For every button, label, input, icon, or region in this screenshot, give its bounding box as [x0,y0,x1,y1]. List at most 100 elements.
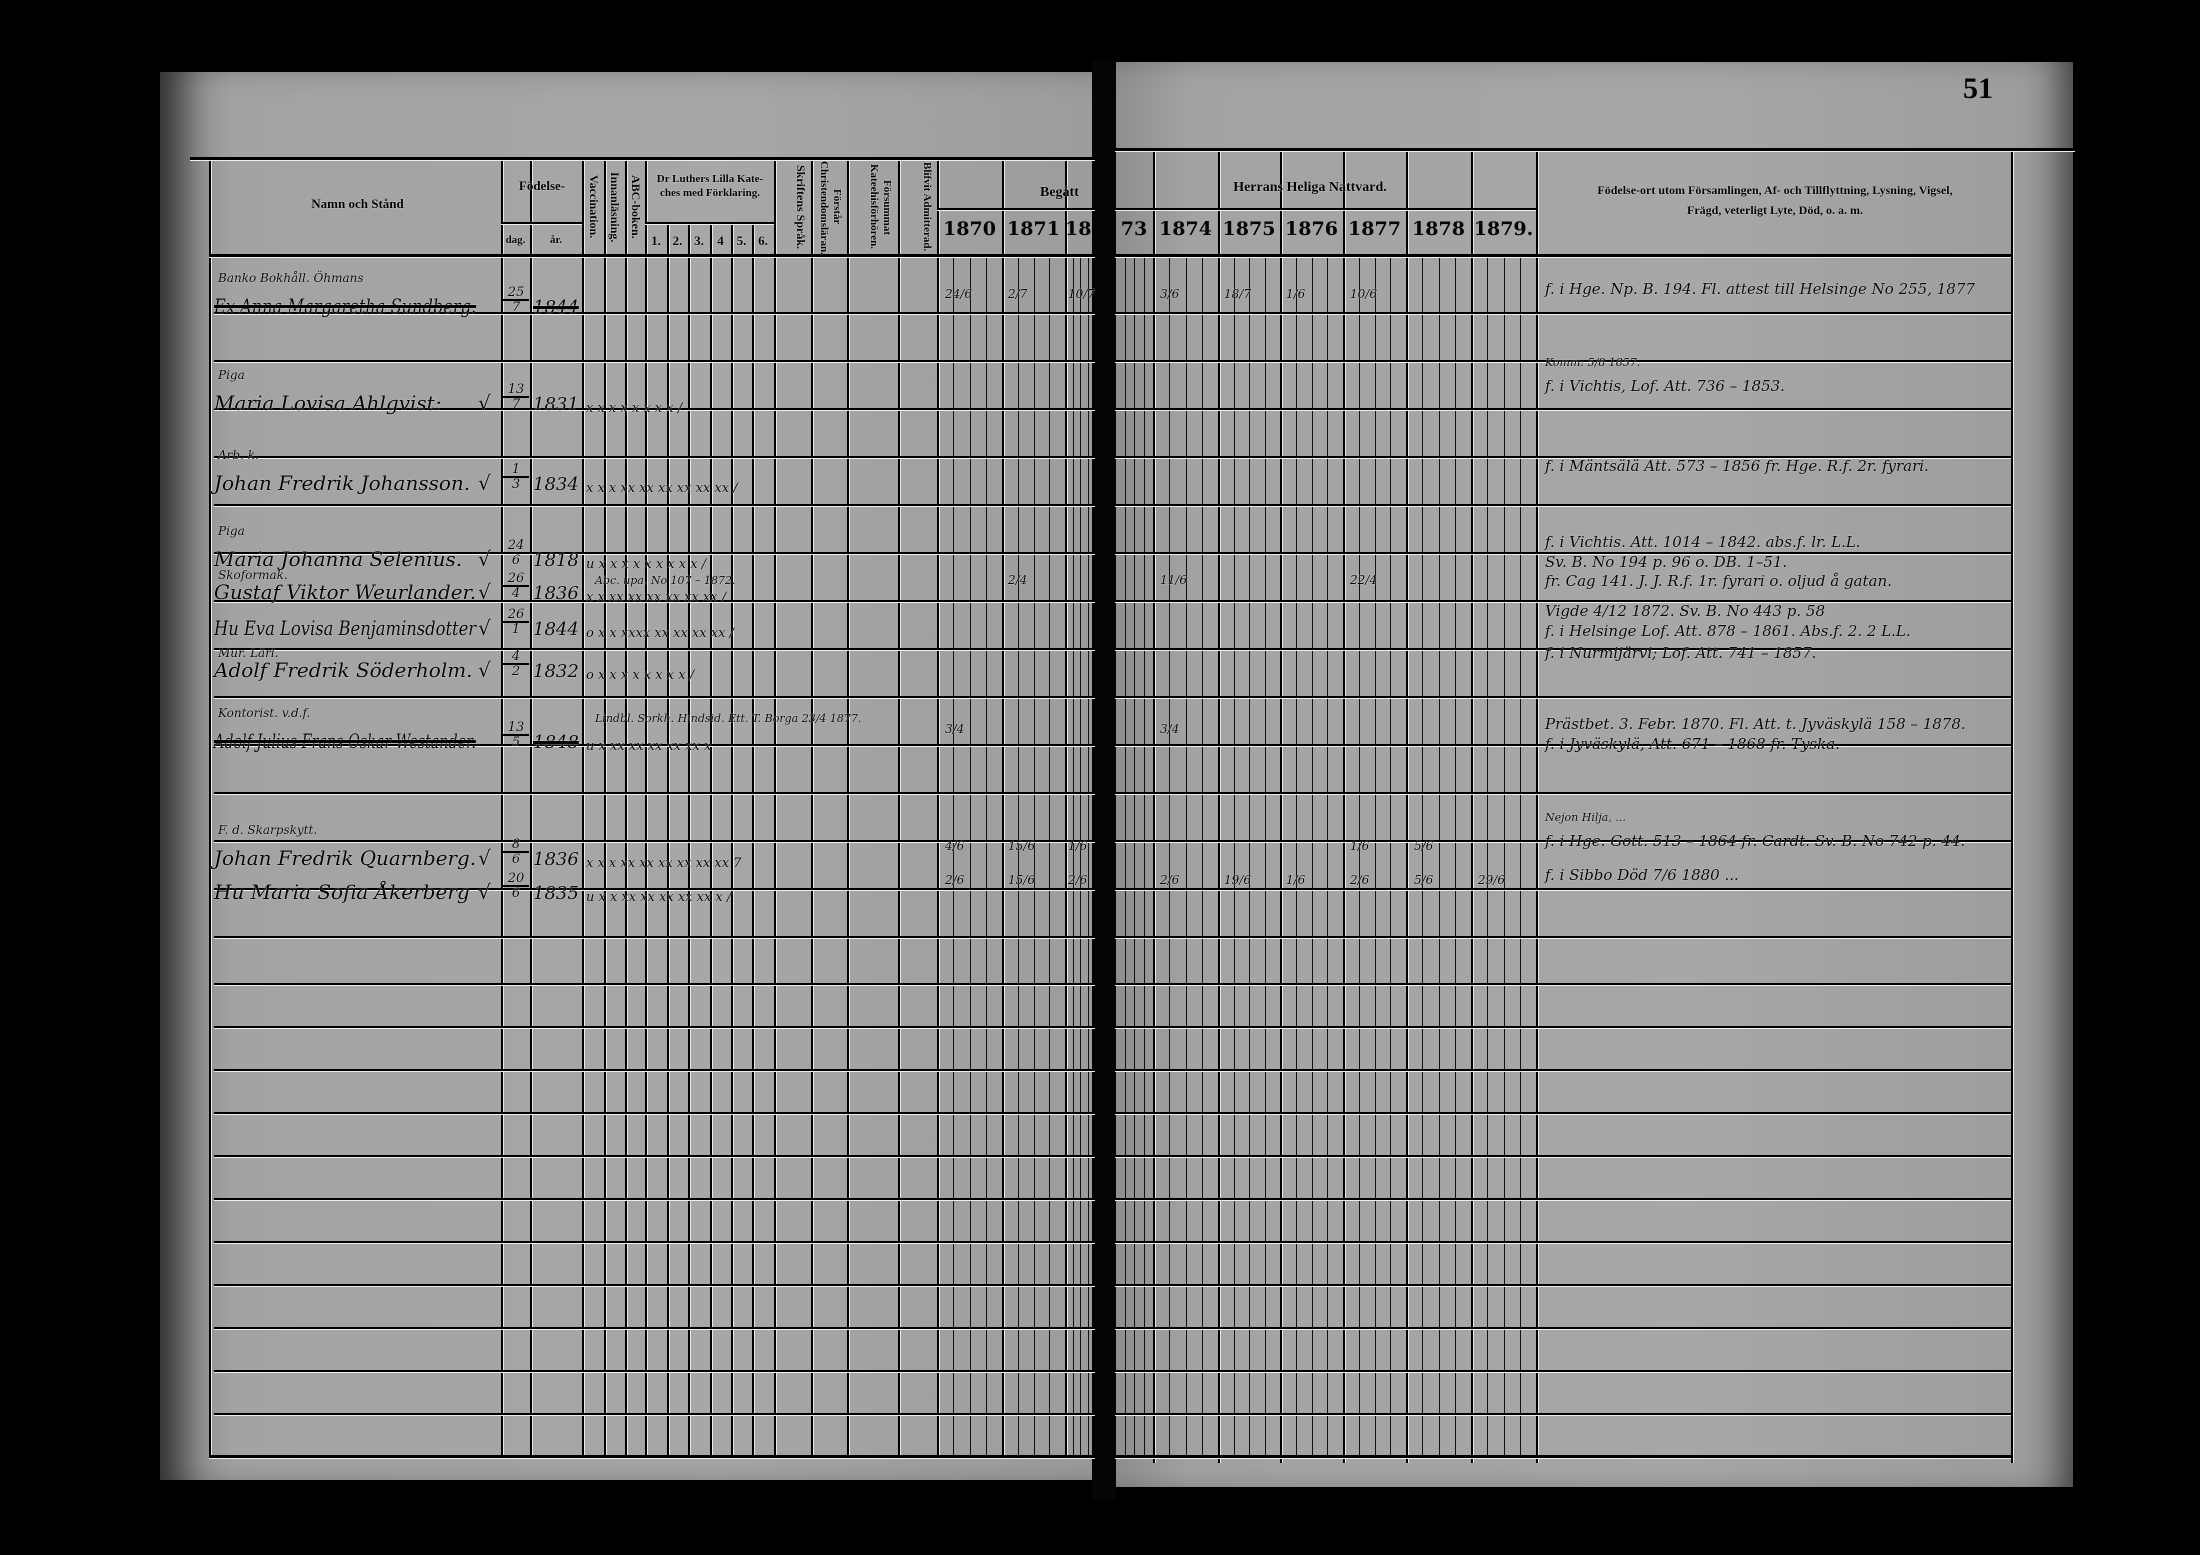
ruled-line [214,456,1095,458]
header-catechism: Dr Luthers Lilla Kate- ches med Förklari… [646,172,774,200]
ruled-line [214,840,1095,842]
year-header-rule [1115,208,1536,210]
year-subcolumn-rule [1049,254,1051,1455]
year-subcolumn-rule [1169,254,1171,1455]
year-subcolumn-rule [985,254,987,1455]
year-subcolumn-rule [1487,254,1489,1455]
year-subcolumn-rule [1143,254,1145,1455]
catechism-part-6: 6. [758,233,768,248]
year-header: 1877 [1348,218,1401,240]
ruled-line [214,1241,1095,1243]
book-gutter [1092,60,1116,1500]
year-header: 1874 [1159,218,1212,240]
year-subcolumn-rule [1374,254,1376,1455]
year-subcolumn-rule [1017,254,1019,1455]
communion-date: 2/6 [1350,873,1370,887]
column-rule [530,157,532,1455]
communion-date: 1/6 [1068,839,1088,853]
birth-day: 4 [503,650,529,665]
header-begatt: Begått [1040,185,1079,200]
remarks-text: f. i Vichtis. Att. 1014 – 1842. abs.f. l… [1545,533,1861,551]
communion-date: 1/6 [1286,873,1306,887]
year-subcolumn-rule [1311,254,1313,1455]
communion-date: 19/6 [1224,873,1251,887]
remarks-note: Nejon Hilja, ... [1545,811,1626,824]
birth-day-fraction: 13 5 [503,721,529,749]
year-subcolumn-rule [1295,254,1297,1455]
person-name: Adolf Fredrik Söderholm. [214,658,473,682]
year-subcolumn-rule [1185,254,1187,1455]
year-subcolumn-rule [1503,254,1505,1455]
birth-month: 7 [511,397,521,412]
birth-year: 1836 [533,849,579,870]
ruled-line [1115,983,2011,985]
catechism-part-5: 5. [736,233,747,248]
communion-date: 3/4 [945,722,965,736]
column-rule [1406,150,1408,1463]
left-page [160,72,1095,1480]
ruled-line [214,1198,1095,1200]
column-rule [1280,150,1282,1463]
communion-date: 5/6 [1414,873,1434,887]
person-name: Adolf Julius Frans Oskar Westander. [214,729,476,753]
column-rule [847,157,849,1455]
header-bottom-rule [209,254,1095,257]
person-name: Ex Anna Margaretha Sundberg. [214,294,477,318]
person-name: Johan Fredrik Johansson. [214,471,471,495]
ruled-line [214,1026,1095,1028]
birth-day-fraction: 24 6 [503,539,529,567]
birth-year: 1818 [533,550,579,571]
ruled-line [1115,888,2011,890]
person-name: Hu Eva Lovisa Benjaminsdotter [214,616,477,640]
column-rule [1065,157,1067,1455]
column-rule [898,157,900,1455]
ruled-line [214,504,1095,506]
remarks-text: f. i Helsinge Lof. Att. 878 – 1861. Abs.… [1545,622,1911,640]
person-name: Gustaf Viktor Weurlander. [214,580,477,604]
column-rule [1343,150,1345,1463]
birth-day-fraction: 26 1 [503,608,529,636]
communion-date: 10/6 [1350,287,1377,301]
year-subcolumn-rule [1519,254,1521,1455]
remarks-text: fr. Cag 141. J. J. R.f. 1r. fyrari o. ol… [1545,572,1892,590]
year-subcolumn-rule [1358,254,1360,1455]
communion-date: 22/4 [1350,573,1377,587]
remarks-note: Komm: 5/8 1857. [1545,356,1641,369]
verified-check-mark: √ [478,846,491,870]
communion-date: 4/6 [945,839,965,853]
header-birth: Födelse- [518,178,566,193]
ruled-line [1115,1241,2011,1243]
column-rule [645,157,647,1455]
birth-month: 4 [511,586,521,601]
birth-month: 5 [511,735,521,750]
ruled-line [214,1370,1095,1372]
ruled-line [214,744,1095,746]
catechism-marks: o x x x x x x x x / [586,668,695,683]
ruled-line [1115,1155,2011,1157]
right-page [1115,62,2073,1487]
ruled-line [214,600,1095,602]
birth-day: 13 [503,721,529,736]
remarks-text: f. i Jyväskylä, Att. 671 – 1868 fr. Tysk… [1545,735,1840,753]
ruled-line [1115,408,2011,410]
birth-day: 26 [503,572,529,587]
column-rule [774,157,776,1455]
catechism-marks: x x x xx xx xx xx xx xx 7 [586,856,742,871]
remarks-text: f. i Vichtis, Lof. Att. 736 – 1853. [1545,377,1785,395]
birth-day: 26 [503,608,529,623]
birth-day-fraction: 26 4 [503,572,529,600]
birth-year: 1831 [533,394,579,415]
ruled-line [1115,648,2011,650]
birth-year: 1834 [533,474,579,495]
header-birth-year: år. [549,234,563,246]
birth-day: 1 [503,463,529,478]
verified-check-mark: √ [478,880,491,904]
column-rule [625,157,627,1455]
header-top-rule [190,157,1095,160]
ruled-line [214,1112,1095,1114]
catechism-marks: o x x xxxx xx xx xx xx / [586,626,734,641]
communion-date: 1/6 [1350,839,1370,853]
birth-year: 1848 [533,732,579,753]
column-rule [604,157,606,1455]
